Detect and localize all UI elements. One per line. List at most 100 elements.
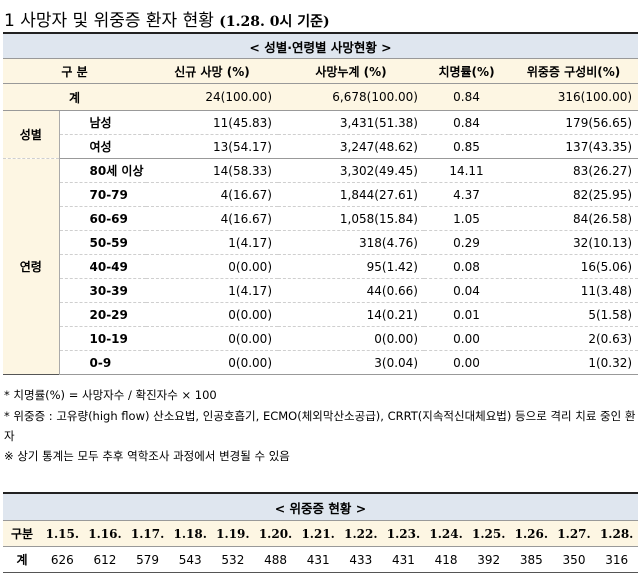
cumulative-deaths-cell: 1,058(15.84) <box>278 206 424 231</box>
severe-table-caption: < 위중증 현황 > <box>3 493 638 521</box>
new-deaths-cell: 0(0.00) <box>146 302 278 327</box>
severe-date-10: 1.25. <box>467 520 511 547</box>
new-deaths-cell: 11(45.83) <box>146 110 278 135</box>
severe-share-cell: 11(3.48) <box>509 278 639 303</box>
table-row: 70-79 4(16.67) 1,844(27.61) 4.37 82(25.95) <box>3 182 639 207</box>
severe-share-cell: 32(10.13) <box>509 230 639 255</box>
fatality-rate-cell: 4.37 <box>424 182 509 207</box>
severe-value-12: 350 <box>562 552 586 567</box>
table-row: 0-9 0(0.00) 3(0.04) 0.00 1(0.32) <box>3 350 639 375</box>
severe-value-0: 626 <box>50 552 74 567</box>
severe-share-cell: 2(0.63) <box>509 326 639 351</box>
fatality-rate-cell: 0.84 <box>424 110 509 135</box>
row-label: 0-9 <box>59 350 146 375</box>
footnotes: * 치명률(%) = 사망자수 / 확진자수 × 100 * 위중증 : 고유량… <box>4 385 639 467</box>
severe-date-2: 1.17. <box>126 520 169 547</box>
severe-date-9: 1.24. <box>424 520 468 547</box>
severe-row-header: 구분 <box>3 520 41 547</box>
total-fatality: 0.84 <box>424 83 509 111</box>
table-row: 40-49 0(0.00) 95(1.42) 0.08 16(5.06) <box>3 254 639 279</box>
new-deaths-cell: 0(0.00) <box>146 326 278 351</box>
severe-share-cell: 82(25.95) <box>509 182 639 207</box>
row-label: 50-59 <box>59 230 146 255</box>
severe-date-11: 1.26. <box>510 520 553 547</box>
footnote-disclaimer: ※ 상기 통계는 모두 추후 역학조사 과정에서 변경될 수 있음 <box>4 449 290 463</box>
fatality-rate-cell: 0.01 <box>424 302 509 327</box>
severe-status-table: < 위중증 현황 > 구분 1.15. 1.16. 1.17. 1.18. 1.19. 1… <box>3 492 638 573</box>
severe-date-4: 1.19. <box>211 520 255 547</box>
fatality-rate-cell: 0.08 <box>424 254 509 279</box>
cumulative-deaths-cell: 14(0.21) <box>278 302 424 327</box>
cumulative-deaths-cell: 3(0.04) <box>278 350 424 375</box>
severe-dates-row: 구분 1.15. 1.16. 1.17. 1.18. 1.19. 1.20. 1.21. 1.… <box>3 520 638 547</box>
new-deaths-cell: 1(4.17) <box>146 230 278 255</box>
page-title: 1 사망자 및 위중증 환자 현황 (1.28. 0시 기준) <box>4 6 330 31</box>
title-date: (1.28. 0시 기준) <box>219 14 330 30</box>
severe-value-7: 433 <box>349 552 373 567</box>
new-deaths-cell: 0(0.00) <box>146 254 278 279</box>
table-row: 50-59 1(4.17) 318(4.76) 0.29 32(10.13) <box>3 230 639 255</box>
severe-value-6: 431 <box>306 552 330 567</box>
severe-value-10: 392 <box>477 552 501 567</box>
footnote-fatality: * 치명률(%) = 사망자수 / 확진자수 × 100 <box>4 388 217 402</box>
title-main: 1 사망자 및 위중증 환자 현황 <box>4 11 214 31</box>
fatality-rate-cell: 0.29 <box>424 230 509 255</box>
severe-total-label: 계 <box>16 553 28 567</box>
table-row: 성별 남성 11(45.83) 3,431(51.38) 0.84 179(56.65) <box>3 110 639 159</box>
severe-value-1: 612 <box>93 552 117 567</box>
row-label: 20-29 <box>59 302 146 327</box>
header-category: 구 분 <box>3 58 146 84</box>
header-fatality-rate: 치명률(%) <box>424 58 509 84</box>
severe-share-cell: 16(5.06) <box>509 254 639 279</box>
new-deaths-cell: 14(58.33) <box>146 158 278 183</box>
severe-value-13: 316 <box>605 552 629 567</box>
severe-value-5: 488 <box>264 552 287 567</box>
cumulative-deaths-cell: 95(1.42) <box>278 254 424 279</box>
cumulative-deaths-cell: 1,844(27.61) <box>278 182 424 207</box>
total-label: 계 <box>3 83 146 111</box>
severe-date-0: 1.15. <box>41 520 84 547</box>
new-deaths-cell: 0(0.00) <box>146 350 278 375</box>
row-label: 70-79 <box>59 182 146 207</box>
severe-share-cell: 5(1.58) <box>509 302 639 327</box>
fatality-rate-cell: 0.85 <box>424 134 509 159</box>
cumulative-deaths-cell: 0(0.00) <box>278 326 424 351</box>
table-row: 30-39 1(4.17) 44(0.66) 0.04 11(3.48) <box>3 278 639 303</box>
header-cumulative-deaths: 사망누계 (%) <box>278 58 424 84</box>
severe-date-8: 1.23. <box>382 520 425 547</box>
total-severe: 316(100.00) <box>509 83 639 111</box>
new-deaths-cell: 13(54.17) <box>146 134 278 159</box>
row-label: 10-19 <box>59 326 146 351</box>
table-row: 60-69 4(16.67) 1,058(15.84) 1.05 84(26.58) <box>3 206 639 231</box>
severe-value-2: 579 <box>136 552 160 567</box>
severe-value-3: 543 <box>178 552 202 567</box>
cumulative-deaths-cell: 44(0.66) <box>278 278 424 303</box>
severe-date-1: 1.16. <box>83 520 127 547</box>
severe-date-7: 1.22. <box>339 520 383 547</box>
severe-share-cell: 179(56.65) <box>509 110 639 135</box>
total-new: 24(100.00) <box>146 83 278 111</box>
table-row: 여성 13(54.17) 3,247(48.62) 0.85 137(43.35) <box>3 134 639 159</box>
severe-value-11: 385 <box>519 552 543 567</box>
row-label: 80세 이상 <box>59 158 146 183</box>
table-row: 10-19 0(0.00) 0(0.00) 0.00 2(0.63) <box>3 326 639 351</box>
fatality-rate-cell: 1.05 <box>424 206 509 231</box>
row-label: 30-39 <box>59 278 146 303</box>
new-deaths-cell: 1(4.17) <box>146 278 278 303</box>
severe-share-cell: 83(26.27) <box>509 158 639 183</box>
severe-value-4: 532 <box>221 552 245 567</box>
fatality-rate-cell: 14.11 <box>424 158 509 183</box>
death-status-table-body: < 성별·연령별 사망현황 > 구 분 신규 사망 (%) 사망누계 (%) 치… <box>3 33 639 375</box>
table-row: 20-29 0(0.00) 14(0.21) 0.01 5(1.58) <box>3 302 639 327</box>
cumulative-deaths-cell: 318(4.76) <box>278 230 424 255</box>
new-deaths-cell: 4(16.67) <box>146 206 278 231</box>
age-group-label: 연령 <box>3 158 60 375</box>
severe-share-cell: 1(0.32) <box>509 350 639 375</box>
header-new-deaths: 신규 사망 (%) <box>146 58 278 84</box>
row-label: 여성 <box>59 134 146 159</box>
severe-date-5: 1.20. <box>254 520 297 547</box>
death-status-table: < 성별·연령별 사망현황 > 구 분 신규 사망 (%) 사망누계 (%) 치… <box>3 32 639 375</box>
severe-date-12: 1.27. <box>552 520 596 547</box>
new-deaths-cell: 4(16.67) <box>146 182 278 207</box>
fatality-rate-cell: 0.00 <box>424 326 509 351</box>
